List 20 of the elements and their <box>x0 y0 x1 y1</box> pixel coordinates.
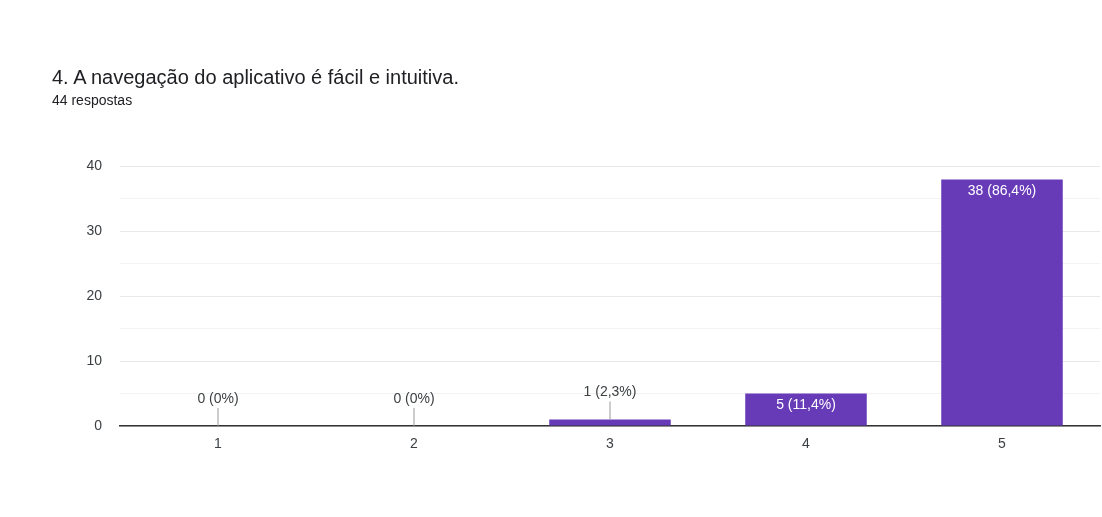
x-tick-label: 2 <box>410 435 419 452</box>
bar <box>745 393 867 426</box>
x-tick-label: 1 <box>214 435 223 452</box>
data-label: 0 (0%) <box>197 389 239 406</box>
y-tick-label: 30 <box>86 222 103 239</box>
bar <box>941 179 1063 426</box>
chart-subtitle: 44 respostas <box>52 92 133 108</box>
x-tick-label: 5 <box>998 435 1007 452</box>
bar <box>549 419 671 426</box>
data-label: 1 (2,3%) <box>583 383 637 400</box>
x-tick-label: 3 <box>606 435 615 452</box>
data-label: 0 (0%) <box>393 389 435 406</box>
chart-title: 4. A navegação do aplicativo é fácil e intuitiva. <box>52 66 459 89</box>
y-tick-label: 40 <box>86 157 103 174</box>
y-tick-label: 10 <box>86 351 103 368</box>
data-label: 38 (86,4%) <box>967 182 1037 199</box>
y-tick-label: 20 <box>86 287 103 304</box>
x-tick-label: 4 <box>802 435 811 452</box>
y-tick-label: 0 <box>94 416 103 433</box>
data-label: 5 (11,4%) <box>776 396 836 413</box>
